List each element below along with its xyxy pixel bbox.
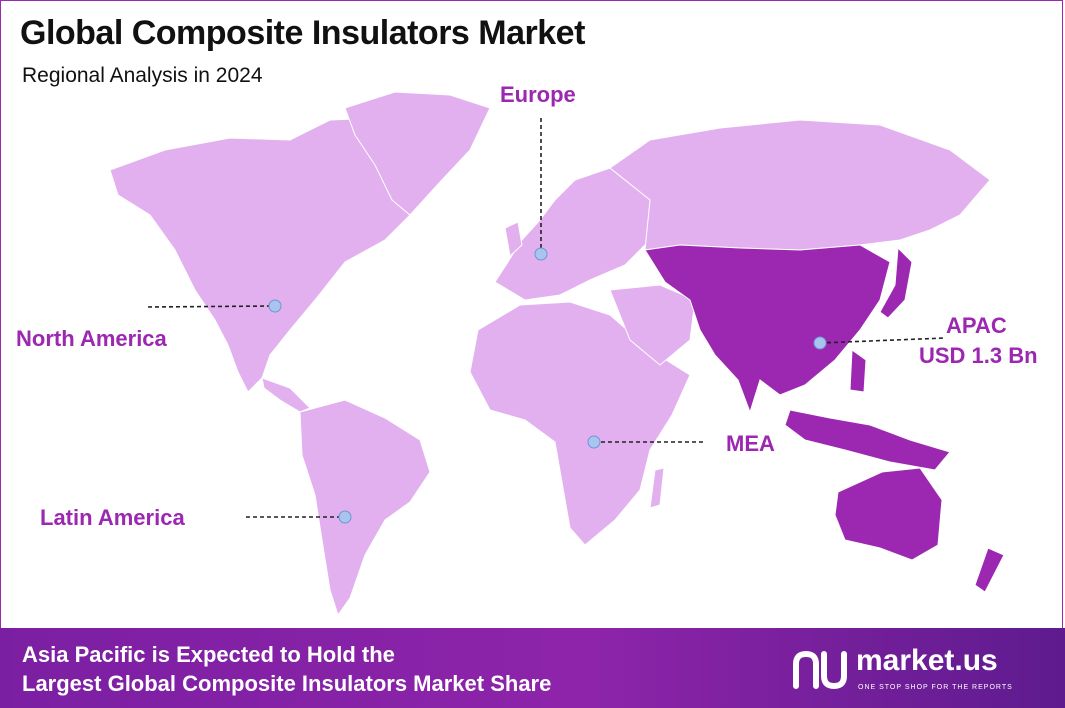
world-map (109, 91, 1005, 617)
brand-mark-icon (793, 650, 847, 690)
footer-banner: Asia Pacific is Expected to Hold the Lar… (0, 628, 1065, 708)
south-america-landmass (299, 399, 431, 617)
north-america-landmass (109, 117, 441, 393)
footer-line-2: Largest Global Composite Insulators Mark… (22, 671, 552, 696)
australia-landmass (834, 467, 943, 561)
north-asia-landmass (609, 119, 991, 251)
africa-landmass (469, 301, 691, 546)
new-zealand-landmass (974, 547, 1005, 593)
latin-america-label: Latin America (40, 505, 185, 530)
mea-marker (587, 435, 601, 449)
central-america-landmass (261, 377, 311, 413)
north-america-connector (147, 305, 276, 308)
mea-label: MEA (726, 431, 775, 456)
brand-tagline: ONE STOP SHOP FOR THE REPORTS (858, 684, 1013, 691)
madagascar-landmass (649, 467, 665, 509)
brand-name: market.us (856, 644, 998, 677)
north-america-label: North America (16, 326, 167, 351)
europe-label: Europe (500, 82, 576, 107)
page-title: Global Composite Insulators Market (20, 14, 585, 52)
latin-america-marker (338, 510, 352, 524)
apac-value: USD 1.3 Bn (919, 343, 1038, 368)
japan-landmass (879, 246, 913, 319)
middle-east-landmass (609, 284, 696, 366)
apac-marker (813, 336, 827, 350)
page-subtitle: Regional Analysis in 2024 (22, 64, 263, 87)
brand-logo[interactable]: market.us ONE STOP SHOP FOR THE REPORTS (790, 644, 1040, 700)
footer-text: Asia Pacific is Expected to Hold the Lar… (22, 640, 551, 698)
footer-line-1: Asia Pacific is Expected to Hold the (22, 642, 395, 667)
uk-landmass (504, 221, 523, 257)
europe-marker (534, 247, 548, 261)
greenland-landmass (344, 91, 491, 216)
north-america-marker (268, 299, 282, 313)
apac-label: APAC (946, 313, 1007, 338)
se-asia-islands-landmass (784, 409, 951, 471)
apac-mainland-landmass (644, 244, 891, 414)
philippines-landmass (849, 349, 867, 393)
